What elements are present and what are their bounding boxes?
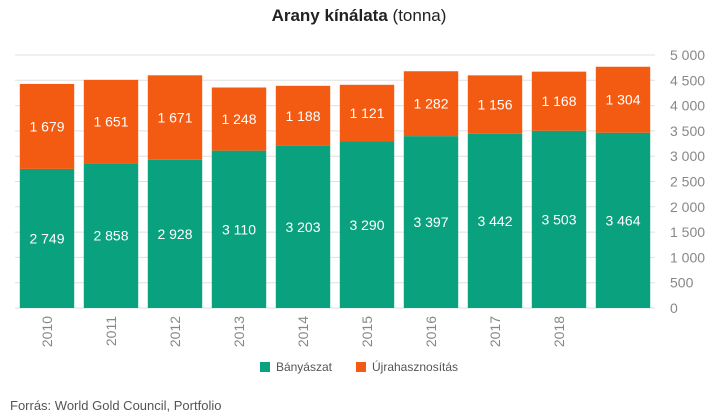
x-tick-label: 2018 bbox=[551, 316, 567, 347]
data-label: 1 248 bbox=[221, 111, 256, 127]
legend-swatch-recycling bbox=[356, 362, 366, 372]
bar-recycling bbox=[595, 66, 651, 133]
legend-swatch-mining bbox=[259, 362, 270, 372]
bar-recycling bbox=[275, 85, 331, 146]
source-note: Forrás: World Gold Council, Portfolio bbox=[10, 398, 222, 413]
bar-mining bbox=[83, 163, 139, 308]
y-tick-label: 4 000 bbox=[670, 98, 705, 114]
bar-mining bbox=[595, 132, 651, 308]
data-label: 3 397 bbox=[413, 214, 448, 230]
y-tick-label: 1 000 bbox=[670, 249, 705, 265]
bar-recycling bbox=[531, 71, 587, 131]
y-tick-label: 0 bbox=[670, 300, 678, 316]
x-tick-label: 2014 bbox=[295, 316, 311, 347]
x-tick-label: 2010 bbox=[39, 316, 55, 347]
data-label: 2 928 bbox=[157, 226, 192, 242]
bar-recycling bbox=[211, 87, 267, 151]
bar-recycling bbox=[467, 75, 523, 134]
data-label: 3 442 bbox=[477, 213, 512, 229]
data-label: 1 304 bbox=[605, 92, 640, 108]
bar-mining bbox=[467, 133, 523, 308]
data-label: 3 503 bbox=[541, 211, 576, 227]
bar-mining bbox=[147, 159, 203, 308]
legend-item-mining: Bányászat bbox=[259, 360, 332, 374]
data-label: 1 168 bbox=[541, 93, 576, 109]
data-label: 2 858 bbox=[93, 228, 128, 244]
bar-mining bbox=[275, 145, 331, 308]
legend-label-recycling: Újrahasznosítás bbox=[372, 360, 459, 374]
chart-title-unit: (tonna) bbox=[387, 6, 447, 25]
bar-mining bbox=[339, 141, 395, 308]
x-tick-label: 2013 bbox=[231, 316, 247, 347]
y-tick-label: 500 bbox=[670, 275, 694, 291]
chart-title-main: Arany kínálata bbox=[271, 6, 388, 25]
chart-title: Arany kínálata (tonna) bbox=[0, 6, 718, 26]
y-tick-label: 1 500 bbox=[670, 224, 705, 240]
bar-mining bbox=[211, 150, 267, 308]
data-label: 2 749 bbox=[29, 230, 64, 246]
data-label: 1 679 bbox=[29, 118, 64, 134]
bar-mining bbox=[403, 136, 459, 308]
y-tick-label: 2 000 bbox=[670, 199, 705, 215]
x-tick-label: 2017 bbox=[487, 316, 503, 347]
data-label: 1 156 bbox=[477, 97, 512, 113]
legend-item-recycling: Újrahasznosítás bbox=[356, 360, 458, 374]
chart-legend: Bányászat Újrahasznosítás bbox=[0, 360, 718, 374]
y-tick-label: 2 500 bbox=[670, 174, 705, 190]
data-label: 1 121 bbox=[349, 105, 384, 121]
legend-label-mining: Bányászat bbox=[275, 360, 332, 374]
data-label: 1 671 bbox=[157, 110, 192, 126]
x-tick-label: 2016 bbox=[423, 316, 439, 347]
data-label: 1 282 bbox=[413, 96, 448, 112]
bar-mining bbox=[19, 168, 75, 308]
y-tick-label: 4 500 bbox=[670, 72, 705, 88]
data-label: 3 203 bbox=[285, 219, 320, 235]
data-label: 1 651 bbox=[93, 114, 128, 130]
bar-recycling bbox=[83, 79, 139, 164]
data-label: 3 290 bbox=[349, 217, 384, 233]
x-tick-label: 2012 bbox=[167, 316, 183, 347]
bar-recycling bbox=[339, 84, 395, 142]
y-tick-label: 3 500 bbox=[670, 123, 705, 139]
y-tick-label: 3 000 bbox=[670, 148, 705, 164]
bar-recycling bbox=[147, 75, 203, 160]
data-label: 3 110 bbox=[222, 221, 256, 237]
data-label: 1 188 bbox=[285, 108, 320, 124]
data-label: 3 464 bbox=[605, 212, 640, 228]
x-tick-label: 2011 bbox=[103, 316, 119, 346]
bar-recycling bbox=[403, 71, 459, 137]
y-tick-label: 5 000 bbox=[670, 47, 705, 63]
bar-mining bbox=[531, 130, 587, 308]
x-tick-label: 2015 bbox=[359, 316, 375, 347]
bar-recycling bbox=[19, 83, 75, 169]
